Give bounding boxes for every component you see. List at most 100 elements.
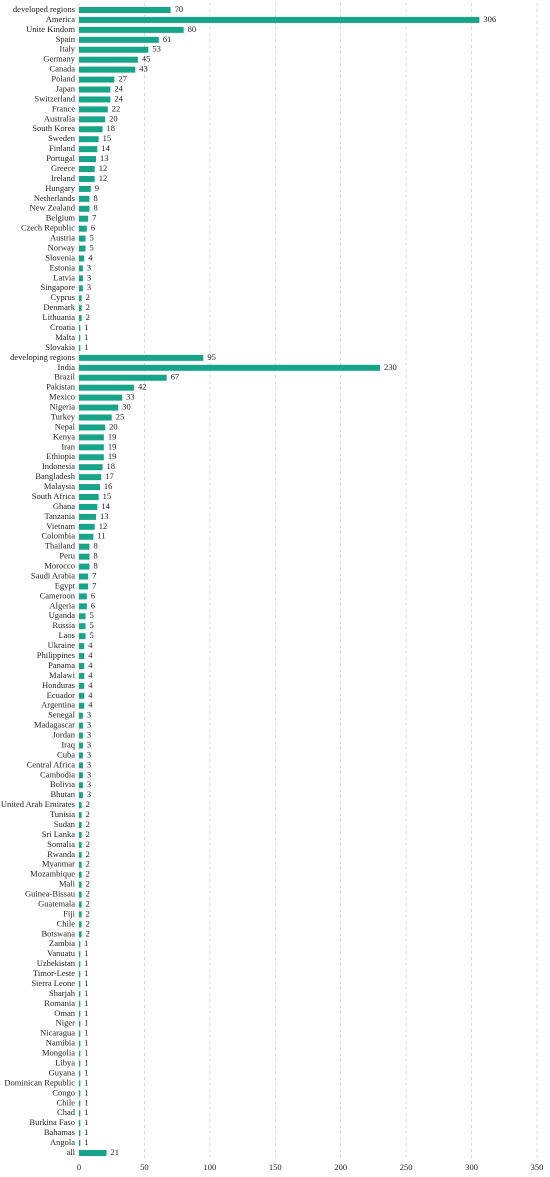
- y-tick-label: Nepal: [55, 421, 76, 431]
- value-label: 2: [86, 918, 90, 928]
- bar: [79, 1030, 81, 1037]
- value-label: 1: [84, 1107, 88, 1117]
- value-label: 4: [88, 252, 93, 262]
- y-tick-label: Unite Kindom: [26, 24, 75, 34]
- bar: [79, 841, 82, 848]
- bar: [79, 136, 99, 143]
- y-tick-label: Slovakia: [45, 342, 75, 352]
- y-tick-label: Turkey: [51, 411, 76, 421]
- value-label: 1: [84, 1048, 88, 1058]
- y-tick-label: Sweden: [48, 133, 76, 143]
- value-label: 8: [93, 541, 97, 551]
- bar: [79, 305, 82, 312]
- value-label: 7: [92, 570, 96, 580]
- y-tick-label: Nigeria: [50, 402, 76, 412]
- value-label: 2: [86, 839, 90, 849]
- bar: [79, 742, 83, 749]
- value-label: 20: [109, 421, 118, 431]
- bar: [79, 712, 83, 719]
- value-label: 19: [108, 451, 117, 461]
- y-tick-label: Cambodia: [40, 769, 75, 779]
- y-tick-label: Jordan: [52, 730, 75, 740]
- value-label: 67: [171, 372, 180, 382]
- x-tick-label: 300: [465, 1162, 478, 1172]
- y-tick-label: Ethiopia: [46, 451, 75, 461]
- bar: [79, 56, 138, 63]
- bar: [79, 682, 85, 689]
- value-label: 15: [103, 133, 112, 143]
- bar: [79, 295, 82, 302]
- bar: [79, 921, 82, 928]
- bar: [79, 1070, 81, 1077]
- y-tick-label: Mongolia: [42, 1048, 75, 1058]
- bar: [79, 583, 89, 590]
- x-tick-label: 0: [77, 1162, 81, 1172]
- y-tick-label: developing regions: [10, 352, 75, 362]
- bar: [79, 1080, 81, 1087]
- bar: [79, 533, 94, 540]
- bar: [79, 1140, 81, 1147]
- value-label: 7: [92, 580, 96, 590]
- value-label: 6: [91, 590, 95, 600]
- y-tick-label: Thailand: [45, 541, 76, 551]
- value-label: 25: [116, 411, 125, 421]
- bar: [79, 822, 82, 829]
- value-label: 22: [112, 103, 121, 113]
- value-label: 12: [99, 173, 108, 183]
- bar: [79, 464, 103, 471]
- value-label: 27: [118, 74, 127, 84]
- value-label: 1: [84, 1097, 88, 1107]
- value-label: 1: [84, 322, 88, 332]
- bar: [79, 851, 82, 858]
- bar: [79, 543, 90, 550]
- y-tick-label: Dominican Republic: [4, 1077, 75, 1087]
- value-label: 6: [91, 223, 95, 233]
- y-tick-label: Mali: [59, 879, 76, 889]
- bar: [79, 484, 100, 491]
- y-tick-label: Senegal: [48, 710, 76, 720]
- x-tick-label: 50: [140, 1162, 149, 1172]
- y-tick-label: Saudi Arabia: [31, 570, 75, 580]
- value-label: 8: [93, 551, 97, 561]
- bar: [79, 126, 103, 133]
- bar: [79, 7, 171, 13]
- y-tick-label: Burkina Faso: [29, 1117, 75, 1127]
- value-label: 1: [84, 978, 88, 988]
- value-label: 3: [87, 262, 91, 272]
- y-tick-label: Canada: [50, 64, 76, 74]
- y-tick-label: Panama: [48, 660, 75, 670]
- y-tick-label: Egypt: [55, 580, 76, 590]
- y-tick-label: Iraq: [61, 739, 75, 749]
- bar: [79, 96, 111, 103]
- y-tick-label: Kenya: [53, 431, 75, 441]
- y-tick-label: Fiji: [63, 908, 75, 918]
- bar: [79, 553, 90, 560]
- bar: [79, 36, 159, 43]
- y-tick-label: Vietnam: [46, 521, 75, 531]
- y-tick-label: Botswana: [41, 928, 75, 938]
- y-tick-label: Hungary: [45, 183, 75, 193]
- bar: [79, 344, 81, 351]
- y-tick-label: Croatia: [50, 322, 75, 332]
- bar: [79, 1150, 107, 1156]
- value-label: 1: [84, 1077, 88, 1087]
- value-label: 2: [86, 898, 90, 908]
- y-tick-label: Ireland: [51, 173, 76, 183]
- y-tick-label: Lithuania: [42, 312, 75, 322]
- bar: [79, 76, 115, 83]
- y-tick-label: Poland: [51, 74, 75, 84]
- value-label: 1: [84, 1087, 88, 1097]
- y-tick-label: Guinea-Bissau: [25, 889, 76, 899]
- bar: [79, 662, 85, 669]
- value-label: 306: [483, 14, 496, 24]
- y-tick-label: Cyprus: [50, 292, 75, 302]
- y-tick-label: Belgium: [46, 213, 76, 223]
- bar: [79, 424, 106, 431]
- bar: [79, 702, 85, 709]
- value-label: 2: [86, 809, 90, 819]
- bar: [79, 1120, 81, 1127]
- y-tick-label: Guatemala: [38, 898, 75, 908]
- bar: [79, 1130, 81, 1137]
- value-label: 9: [95, 183, 99, 193]
- y-tick-label: Myanmar: [42, 859, 75, 869]
